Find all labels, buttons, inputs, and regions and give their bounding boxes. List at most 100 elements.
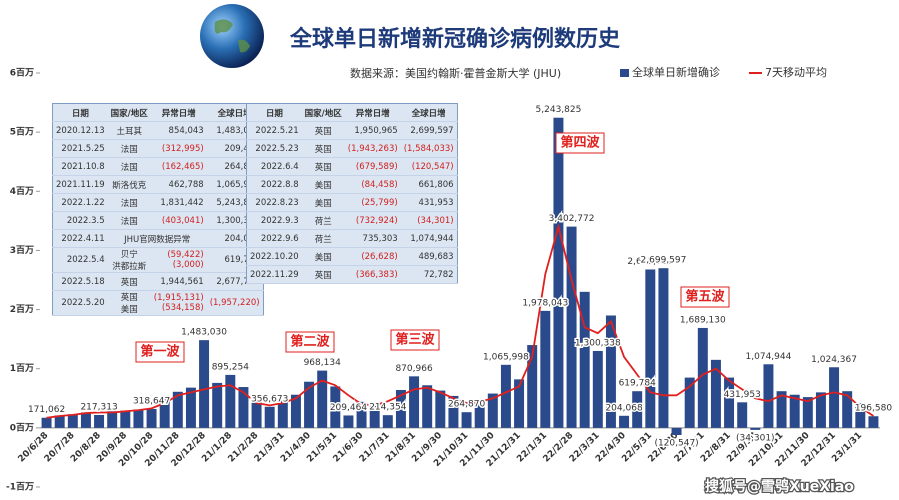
- table-row: 2022.9.6 荷兰 735,303 1,074,944: [246, 229, 458, 248]
- globe: [200, 4, 264, 68]
- table-cell: (59,422) (3,000): [150, 247, 207, 273]
- table-cell: 854,043: [150, 121, 207, 140]
- bar: [435, 390, 446, 428]
- table-cell: 1,944,561: [150, 272, 207, 291]
- bar: [80, 412, 91, 428]
- table-cell: 72,782: [400, 265, 458, 284]
- bar: [710, 359, 721, 428]
- data-label: 5,243,825: [536, 105, 582, 115]
- globe-land: [214, 19, 250, 53]
- wave-box: [285, 331, 335, 353]
- data-label: 214,354: [369, 403, 406, 413]
- table-cell: 英国: [301, 121, 345, 140]
- table-cell: 431,953: [400, 193, 458, 212]
- bar: [330, 386, 341, 428]
- table-row: 2022.5.4 贝宁 洪都拉斯 (59,422) (3,000) 619,783: [52, 247, 264, 273]
- wave-label: 第一波: [140, 344, 180, 360]
- table-cell: 2022.9.6: [246, 229, 302, 248]
- table-cell: 荷兰: [301, 211, 345, 230]
- table-cell: 国家/地区: [301, 103, 345, 122]
- cell-line: (3,000): [172, 260, 204, 270]
- bar: [829, 367, 840, 428]
- table-cell: 2021.10.8: [52, 157, 108, 176]
- bar: [842, 391, 853, 428]
- bar: [369, 403, 380, 428]
- table-row: 2022.6.4 英国 (679,589) (120,547): [246, 157, 458, 176]
- table-cell: 2022.4.11: [52, 229, 108, 248]
- bar: [579, 291, 590, 428]
- table-cell: 荷兰: [301, 229, 345, 248]
- data-label: 217,313: [80, 403, 117, 413]
- legend-label: 7天移动平均: [765, 66, 827, 79]
- cell-line: 贝宁: [120, 250, 138, 260]
- y-tick-label: 6百万: [10, 68, 34, 79]
- bar: [54, 415, 65, 428]
- table-cell: 2,699,597: [400, 121, 458, 140]
- wave-box: [555, 132, 605, 154]
- bar: [802, 397, 813, 428]
- wave-box: [390, 329, 440, 351]
- table-cell: 美国: [301, 193, 345, 212]
- table-cell: 异常日增: [344, 103, 401, 122]
- table-cell: 土耳其: [107, 121, 151, 140]
- bar: [225, 374, 236, 428]
- cell-line: (59,422): [167, 250, 204, 260]
- table-cell: 法国: [107, 157, 151, 176]
- bar: [671, 427, 682, 435]
- table-row: 2022.8.8 美国 (84,458) 661,806: [246, 175, 458, 194]
- data-label: 619,784: [619, 379, 656, 389]
- bar: [277, 400, 288, 428]
- data-label: (120,547): [654, 438, 698, 448]
- bar: [645, 269, 656, 428]
- table-cell: 2022.10.20: [246, 247, 302, 266]
- bar: [500, 364, 511, 428]
- data-label: 171,062: [28, 405, 65, 415]
- chart-subtitle: 数据来源：美国约翰斯·霍普金斯大学 (JHU): [350, 66, 561, 80]
- table-row: 2022.1.22 法国 1,831,442 5,243,825: [52, 193, 264, 212]
- table-cell: 2022.5.4: [52, 247, 108, 273]
- y-tick-label: -1百万: [6, 482, 34, 493]
- table-row: 2022.4.11 JHU官网数据异常 204,068: [52, 229, 264, 248]
- data-label: 209,464: [330, 403, 367, 413]
- table-row: 2022.8.23 美国 (25,799) 431,953: [246, 193, 458, 212]
- table-cell: (120,547): [400, 157, 458, 176]
- table-cell: 2022.5.20: [52, 290, 108, 316]
- table-cell: 2022.5.18: [52, 272, 108, 291]
- y-tick-label: 5百万: [10, 127, 34, 138]
- bar: [592, 350, 603, 428]
- table-cell: (403,041): [150, 211, 207, 230]
- bar: [527, 345, 538, 428]
- table-cell: 2022.5.21: [246, 121, 302, 140]
- table-row: 2022.5.21 英国 1,950,965 2,699,597: [246, 121, 458, 140]
- bar: [185, 387, 196, 428]
- table-cell: 英国: [301, 157, 345, 176]
- bar: [120, 410, 131, 428]
- bar: [290, 394, 301, 428]
- table-cell: 2022.1.22: [52, 193, 108, 212]
- bar: [868, 416, 879, 428]
- bar: [737, 402, 748, 428]
- table-cell: 美国: [301, 175, 345, 194]
- bar: [815, 392, 826, 428]
- table-cell: 2020.12.13: [52, 121, 108, 140]
- bar: [304, 381, 315, 428]
- table-cell: JHU官网数据异常: [107, 229, 207, 248]
- bar: [94, 415, 105, 428]
- wave-label: 第四波: [560, 135, 600, 151]
- y-tick-label: 0百万: [10, 422, 34, 433]
- cell-line: 美国: [120, 305, 138, 315]
- cell-line: 洪都拉斯: [112, 262, 147, 272]
- bar: [474, 399, 485, 428]
- table-cell: 英国 美国: [107, 290, 151, 316]
- bar: [356, 401, 367, 428]
- table-cell: (162,465): [150, 157, 207, 176]
- table-cell: 2022.8.23: [246, 193, 302, 212]
- table-header: 日期 国家/地区 异常日增 全球日增: [52, 103, 264, 122]
- bar: [697, 327, 708, 428]
- table-row: 2022.9.3 荷兰 (732,924) (34,301): [246, 211, 458, 230]
- bar: [684, 377, 695, 428]
- data-label: 1,024,367: [811, 355, 857, 365]
- data-label: 1,065,998: [483, 352, 529, 362]
